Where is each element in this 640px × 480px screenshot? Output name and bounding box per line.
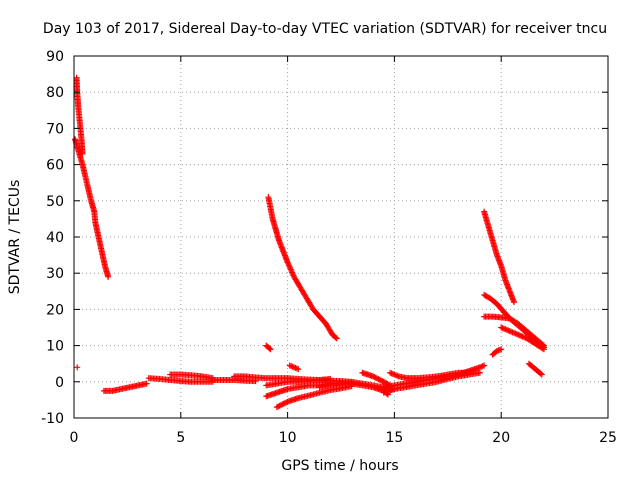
data-point xyxy=(376,376,383,383)
x-tick-label: 10 xyxy=(279,430,297,446)
data-point xyxy=(370,373,377,380)
data-point xyxy=(476,369,483,376)
data-point xyxy=(375,376,382,383)
data-point xyxy=(333,335,340,342)
data-point xyxy=(538,371,545,378)
y-tick-label: 80 xyxy=(46,85,64,101)
data-point xyxy=(280,400,287,407)
series-seg-c6 xyxy=(525,360,545,378)
axis-ticks xyxy=(73,55,609,419)
x-tick-label: 25 xyxy=(599,430,617,446)
y-tick-label: 60 xyxy=(46,158,64,174)
data-point xyxy=(374,375,381,382)
y-axis-label: SDTVAR / TECUs xyxy=(7,180,23,295)
series-seg-b3 xyxy=(286,362,302,373)
data-point xyxy=(539,345,546,352)
series-arc-a2 xyxy=(72,136,112,280)
x-axis-label: GPS time / hours xyxy=(281,458,398,474)
grid-lines xyxy=(74,56,608,418)
series-arc-a1 xyxy=(73,74,86,157)
data-point xyxy=(276,402,283,409)
data-point xyxy=(481,362,488,369)
y-tick-label: 50 xyxy=(46,194,64,210)
y-tick-label: 0 xyxy=(55,375,64,391)
data-point xyxy=(332,334,339,341)
data-point xyxy=(74,364,81,371)
series-arc-c3 xyxy=(481,313,547,349)
data-point xyxy=(283,399,290,406)
data-point xyxy=(498,346,505,353)
data-point xyxy=(371,374,378,381)
series-band-9 xyxy=(316,380,391,398)
series-arc-b1 xyxy=(265,194,340,342)
series-arc-c4 xyxy=(498,324,547,353)
data-point xyxy=(540,346,547,353)
y-tick-label: 70 xyxy=(46,121,64,137)
series-band-13 xyxy=(380,362,488,391)
x-tick-label: 5 xyxy=(176,430,185,446)
y-tick-label: 20 xyxy=(46,302,64,318)
data-point xyxy=(143,380,150,387)
data-point xyxy=(378,377,385,384)
y-tick-label: 90 xyxy=(46,49,64,65)
chart-title: Day 103 of 2017, Sidereal Day-to-day VTE… xyxy=(43,21,607,37)
y-tick-labels: -10 0 10 20 30 40 50 60 70 80 90 xyxy=(41,49,64,427)
data-point xyxy=(267,346,274,353)
data-point xyxy=(266,345,273,352)
x-tick-label: 20 xyxy=(492,430,510,446)
x-tick-label: 15 xyxy=(385,430,403,446)
series-arc-c1 xyxy=(481,208,518,306)
y-tick-label: -10 xyxy=(41,411,64,427)
x-tick-label: 0 xyxy=(70,430,79,446)
data-point xyxy=(279,401,286,408)
series-band-2 xyxy=(145,375,216,385)
data-point xyxy=(511,299,518,306)
data-point xyxy=(372,374,379,381)
data-point xyxy=(275,403,282,410)
data-point xyxy=(105,273,112,280)
y-tick-label: 10 xyxy=(46,339,64,355)
data-point xyxy=(273,404,280,411)
x-tick-labels: 0 5 10 15 20 25 xyxy=(70,430,617,446)
series-point-a3 xyxy=(74,364,81,371)
data-point xyxy=(537,370,544,377)
data-point xyxy=(277,402,284,409)
data-point xyxy=(281,400,288,407)
series-band-3 xyxy=(167,371,216,382)
y-tick-label: 30 xyxy=(46,266,64,282)
data-point xyxy=(295,366,302,373)
data-points xyxy=(72,74,547,411)
series-seg-b2 xyxy=(263,342,274,353)
series-band-6 xyxy=(263,375,334,389)
series-seg-c5 xyxy=(489,346,505,358)
series-band-1 xyxy=(100,380,150,394)
y-tick-label: 40 xyxy=(46,230,64,246)
